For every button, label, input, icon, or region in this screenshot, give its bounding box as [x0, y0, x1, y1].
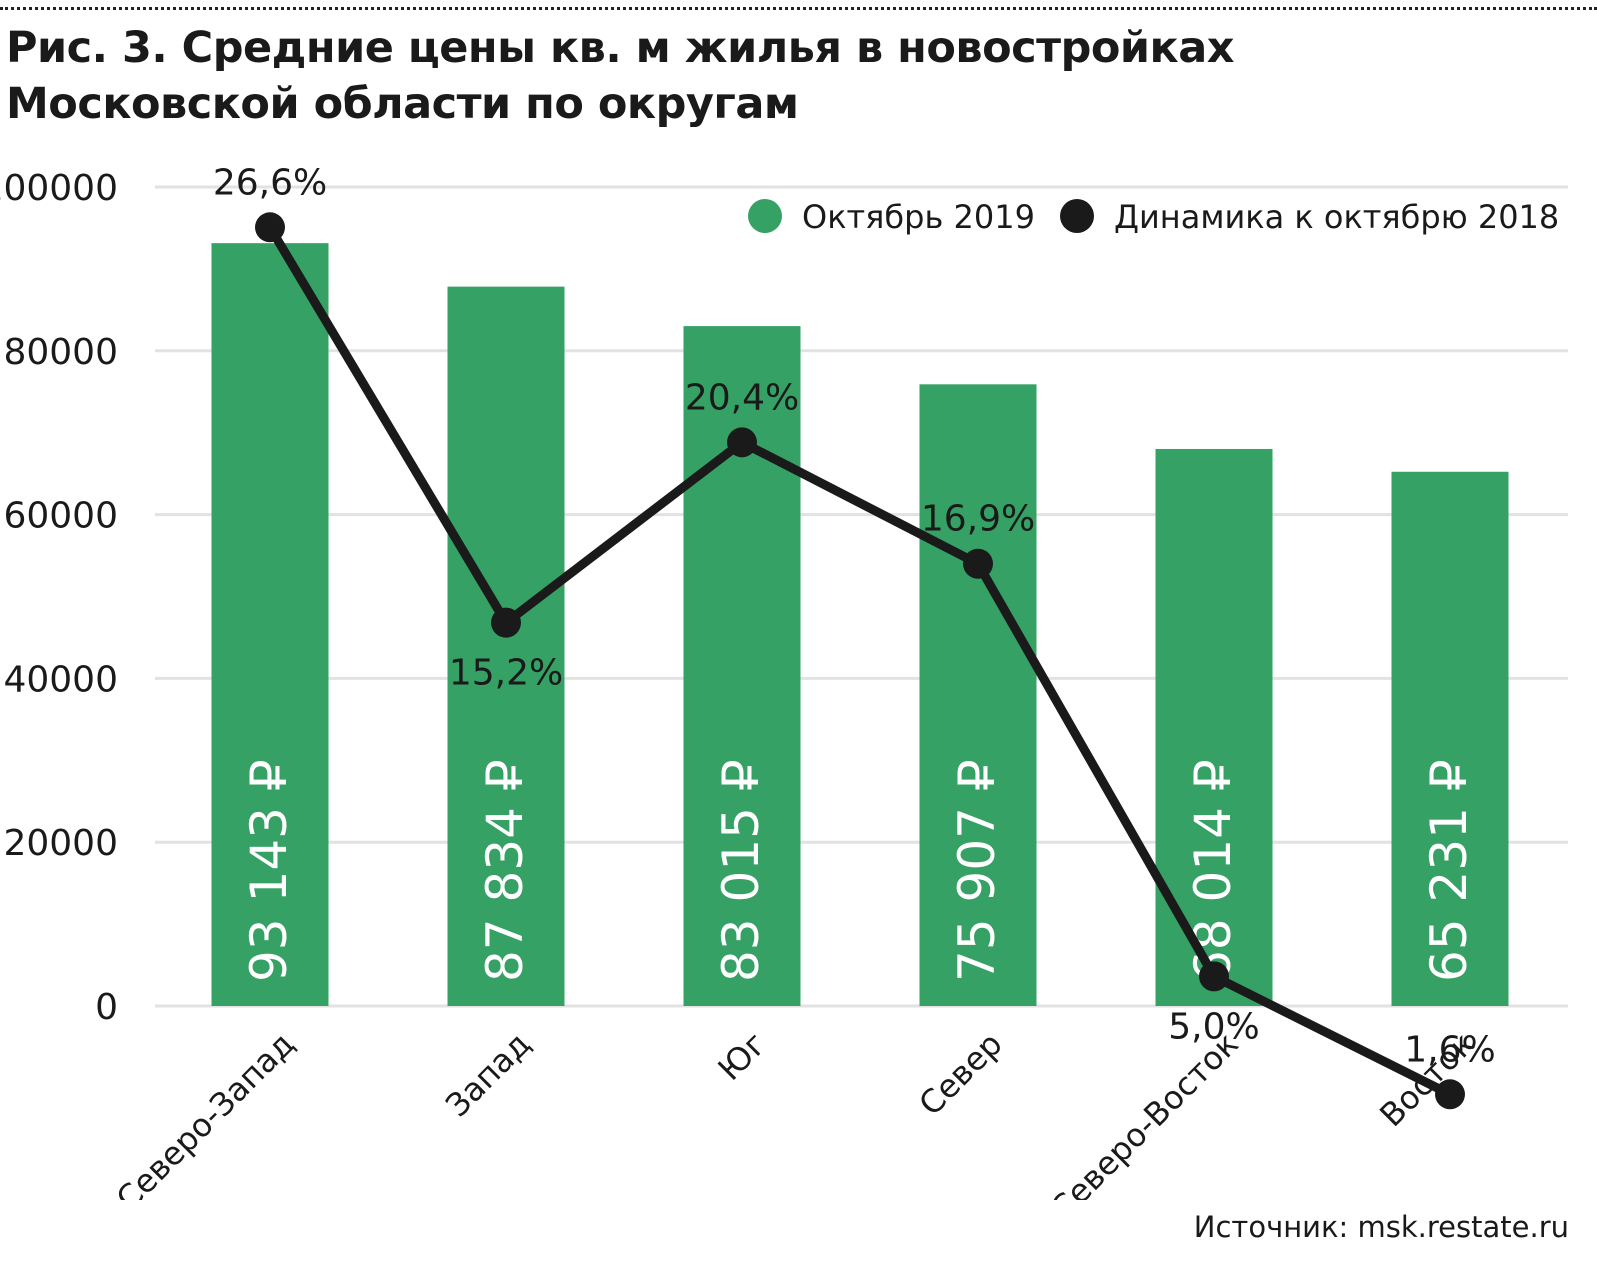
bar-value-label: 75 907 ₽	[948, 759, 1006, 982]
y-tick-label: 100000	[0, 168, 118, 209]
source-note: Источник: msk.restate.ru	[1193, 1210, 1569, 1244]
legend-marker-line	[1060, 199, 1094, 233]
bar-value-label: 65 231 ₽	[1420, 759, 1478, 982]
y-tick-label: 60000	[3, 496, 118, 537]
chart-title-line-1: Рис. 3. Средние цены кв. м жилья в новос…	[6, 23, 1234, 73]
dynamics-point	[1199, 961, 1229, 992]
dynamics-label: 5,0%	[1168, 1006, 1259, 1047]
bar-value-label: 83 015 ₽	[712, 759, 770, 982]
y-tick-label: 20000	[3, 823, 118, 864]
x-category-label: Юг	[710, 1025, 773, 1088]
dynamics-point	[255, 212, 285, 243]
x-category-label: Запад	[438, 1025, 538, 1125]
legend-marker-bars	[748, 199, 782, 233]
x-category-label: Северо-Запад	[109, 1025, 302, 1200]
x-category-label: Северо-Восток	[1043, 1025, 1246, 1200]
bar	[447, 286, 565, 1006]
bar	[1391, 471, 1509, 1006]
dynamics-label: 1,6%	[1404, 1029, 1495, 1070]
x-category-label: Север	[911, 1025, 1009, 1123]
bar-value-label: 68 014 ₽	[1184, 759, 1242, 982]
dynamics-point	[1435, 1079, 1465, 1110]
dynamics-label: 15,2%	[449, 653, 563, 694]
legend-label-line: Динамика к октябрю 2018	[1114, 198, 1559, 236]
y-tick-label: 40000	[3, 659, 118, 700]
bar	[211, 243, 329, 1007]
legend-label-bars: Октябрь 2019	[802, 198, 1035, 236]
dynamics-point	[727, 427, 757, 458]
bar-value-label: 87 834 ₽	[476, 759, 534, 982]
top-dotted-rule	[0, 7, 1597, 10]
dynamics-line	[265, 222, 1455, 1099]
dynamics-point	[491, 607, 521, 638]
bar	[919, 384, 1037, 1006]
chart-title: Рис. 3. Средние цены кв. м жилья в новос…	[6, 20, 1234, 132]
bar-line-chart: 0 20000 40000 60000 80000 100000 93 143 ₽ 87 83…	[0, 162, 1568, 1200]
y-tick-label: 80000	[3, 332, 118, 373]
dynamics-label: 16,9%	[921, 499, 1035, 540]
y-tick-label: 0	[95, 987, 118, 1028]
dynamics-label: 26,6%	[213, 162, 327, 203]
bar-value-label: 93 143 ₽	[240, 759, 298, 982]
chart-title-line-2: Московской области по округам	[6, 79, 799, 129]
dynamics-point	[963, 548, 993, 579]
dynamics-label: 20,4%	[685, 377, 799, 418]
